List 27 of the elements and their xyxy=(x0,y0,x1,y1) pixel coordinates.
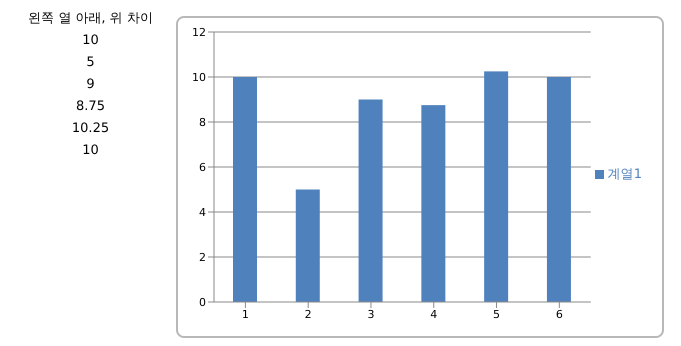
x-tick-label: 5 xyxy=(493,308,500,321)
y-tick-label: 12 xyxy=(192,26,206,39)
y-tick-label: 0 xyxy=(199,296,206,309)
text: 10.25 xyxy=(70,120,110,138)
bar xyxy=(233,77,257,302)
x-tick-label: 4 xyxy=(430,308,438,321)
y-tick-label: 6 xyxy=(199,160,206,174)
y-tick-label: 10 xyxy=(192,70,206,84)
bar xyxy=(358,100,383,302)
y-tick-label: 2 xyxy=(199,250,206,264)
text: 9 xyxy=(85,76,96,94)
text: 10 xyxy=(81,142,100,160)
x-tick-label: 2 xyxy=(304,308,312,321)
text: 10 xyxy=(81,32,100,50)
bar xyxy=(296,190,320,302)
bar xyxy=(546,77,571,302)
legend-label: 계열1 xyxy=(608,167,642,182)
text: 5 xyxy=(85,54,96,72)
bar xyxy=(421,105,446,302)
x-tick-label: 1 xyxy=(242,308,249,321)
text: 왼쪽 열 아래, 위 차이 xyxy=(27,10,154,28)
y-tick-label: 4 xyxy=(199,206,206,219)
text: 8.75 xyxy=(75,98,106,116)
x-tick-label: 3 xyxy=(367,308,374,321)
x-tick-label: 6 xyxy=(556,308,563,321)
bar xyxy=(484,71,508,302)
y-tick-label: 8 xyxy=(199,116,206,129)
